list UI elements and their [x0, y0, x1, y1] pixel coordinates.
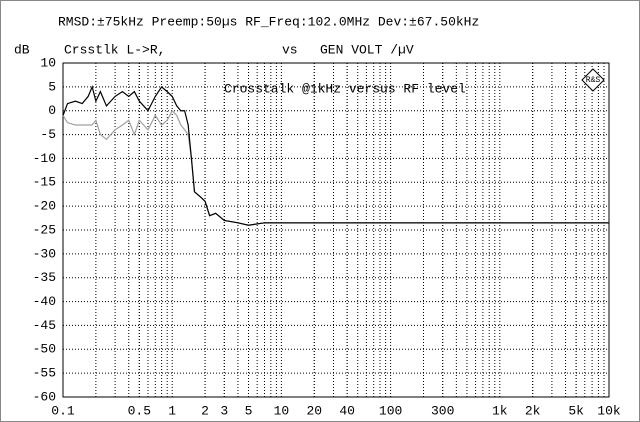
y-tick-label: -30: [33, 246, 56, 261]
header: RMSD:±75kHz Preemp:50µs RF_Freq:102.0MHz…: [58, 14, 479, 29]
x-tick-label: 40: [339, 403, 355, 418]
x-tick-label: 3: [220, 403, 228, 418]
svg-text:R&S: R&S: [586, 76, 601, 85]
y-tick-label: 0: [48, 103, 56, 118]
plot-border: [62, 62, 610, 398]
annotation: Crosstalk @1kHz versus RF level: [224, 81, 466, 96]
y-tick-label: -40: [33, 294, 56, 309]
y-tick-label: -10: [33, 151, 56, 166]
x-tick-label: 1: [168, 403, 176, 418]
x-tick-label: 20: [306, 403, 322, 418]
y-tick-label: -35: [33, 270, 56, 285]
chart-title: Crsstlk L->R,: [64, 42, 165, 57]
x-tick-label: 0.1: [51, 403, 75, 418]
x-tick-label: 5k: [568, 403, 584, 418]
logo: R&S: [581, 68, 605, 92]
y-tick-label: -50: [33, 342, 56, 357]
x-tick-label: 2: [201, 403, 209, 418]
x-tick-label: 10k: [597, 403, 621, 418]
data-line: [62, 84, 609, 226]
y-tick-label: -20: [33, 199, 56, 214]
y-tick-label: 5: [48, 79, 56, 94]
x-tick-label: 0.5: [128, 403, 151, 418]
x-tick-label: 300: [431, 403, 454, 418]
x-tick-label: 10: [274, 403, 290, 418]
x-axis-label: GEN VOLT /µV: [320, 42, 414, 57]
y-tick-label: -45: [33, 318, 56, 333]
y-axis-label: dB: [14, 42, 30, 57]
y-tick-label: -60: [33, 389, 56, 404]
y-tick-label: 10: [40, 55, 56, 70]
x-tick-label: 1k: [492, 403, 508, 418]
x-tick-label: 2k: [525, 403, 541, 418]
vs-label: vs: [282, 42, 298, 57]
x-tick-label: 100: [379, 403, 402, 418]
y-tick-label: -25: [33, 222, 56, 237]
y-tick-label: -55: [33, 366, 56, 381]
x-tick-label: 5: [245, 403, 253, 418]
y-tick-label: -5: [40, 127, 56, 142]
y-tick-label: -15: [33, 175, 56, 190]
